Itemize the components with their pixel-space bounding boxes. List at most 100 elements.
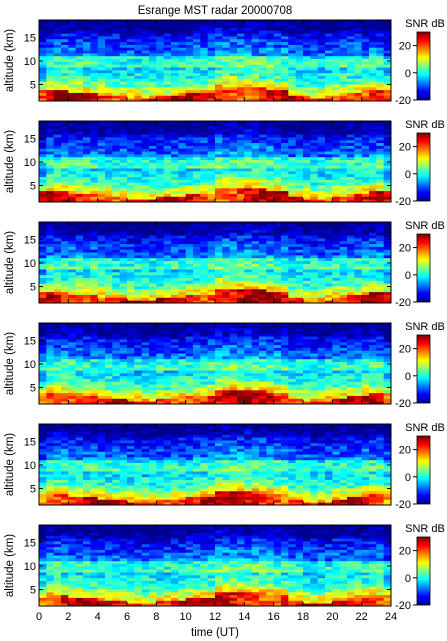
heatmap-cell — [200, 30, 209, 34]
heatmap-cell — [53, 121, 62, 124]
heatmap-cell — [251, 226, 260, 230]
heatmap-cell — [281, 41, 289, 45]
heatmap-cell — [222, 95, 231, 99]
heatmap-cell — [251, 61, 260, 65]
heatmap-cell — [229, 162, 238, 166]
heatmap-cell — [317, 27, 326, 31]
heatmap-cell — [46, 153, 55, 158]
heatmap-cell — [193, 297, 201, 301]
heatmap-cell — [163, 246, 172, 250]
heatmap-cell — [369, 165, 377, 169]
heatmap-cell — [134, 395, 143, 399]
heatmap-cell — [244, 95, 253, 99]
heatmap-cell — [193, 350, 201, 354]
heatmap-cell — [61, 381, 69, 385]
heatmap-cell — [273, 294, 282, 298]
heatmap-cell — [376, 156, 385, 161]
heatmap-cell — [237, 283, 245, 287]
heatmap-cell — [281, 27, 289, 31]
heatmap-cell — [149, 84, 157, 88]
heatmap-cell — [266, 277, 275, 281]
heatmap-cell — [369, 121, 377, 124]
heatmap-cell — [339, 263, 348, 267]
heatmap-cell — [75, 336, 84, 340]
heatmap-cell — [281, 139, 289, 144]
heatmap-cell — [53, 327, 62, 331]
heatmap-cell — [222, 92, 231, 96]
heatmap-cell — [310, 81, 319, 85]
heatmap-cell — [207, 283, 216, 287]
heatmap-cell — [332, 98, 341, 101]
heatmap-cell — [332, 89, 341, 93]
heatmap-cell — [376, 185, 385, 189]
heatmap-cell — [229, 98, 238, 101]
heatmap-cell — [112, 61, 121, 65]
heatmap-cell — [83, 95, 91, 99]
heatmap-cell — [46, 327, 55, 331]
heatmap-cell — [141, 27, 150, 31]
heatmap-cell — [75, 226, 84, 230]
heatmap-cell — [134, 226, 143, 230]
heatmap-cell — [303, 78, 311, 82]
heatmap-cell — [90, 323, 99, 326]
heatmap-cell — [127, 355, 135, 360]
heatmap-cell — [383, 199, 391, 202]
heatmap-cell — [383, 294, 391, 298]
heatmap-cell — [303, 185, 311, 189]
heatmap-cell — [171, 398, 179, 402]
heatmap-cell — [207, 121, 216, 124]
heatmap-cell — [310, 187, 319, 192]
heatmap-cell — [354, 226, 363, 230]
heatmap-cell — [61, 84, 69, 88]
heatmap-cell — [266, 232, 275, 236]
heatmap-cell — [288, 232, 297, 236]
heatmap-cell — [376, 280, 385, 284]
heatmap-cell — [156, 122, 165, 127]
heatmap-cell — [149, 170, 157, 175]
heatmap-cell — [259, 168, 267, 172]
heatmap-cell — [376, 232, 385, 236]
heatmap-cell — [332, 297, 341, 301]
heatmap-cell — [317, 72, 326, 76]
heatmap-cell — [310, 254, 319, 259]
heatmap-cell — [273, 260, 282, 264]
heatmap-cell — [332, 170, 341, 175]
heatmap-cell — [90, 257, 99, 262]
heatmap-cell — [53, 229, 62, 233]
heatmap-cell — [354, 52, 363, 57]
heatmap-cell — [295, 36, 304, 40]
heatmap-cell — [222, 297, 231, 301]
heatmap-cell — [193, 121, 201, 124]
heatmap-cell — [134, 128, 143, 132]
heatmap-cell — [325, 55, 333, 60]
heatmap-cell — [207, 263, 216, 267]
heatmap-cell — [215, 84, 223, 88]
heatmap-cell — [149, 122, 157, 127]
heatmap-cell — [215, 229, 223, 233]
heatmap-cell — [90, 223, 99, 228]
heatmap-cell — [317, 52, 326, 57]
heatmap-cell — [361, 254, 370, 259]
heatmap-cell — [185, 384, 194, 388]
heatmap-cell — [171, 223, 179, 228]
heatmap-cell — [200, 392, 209, 396]
heatmap-cell — [332, 81, 341, 85]
heatmap-cell — [303, 179, 311, 183]
heatmap-cell — [325, 271, 333, 276]
colorbar-tick-label: 20 — [399, 142, 411, 154]
heatmap-cell — [185, 300, 194, 303]
heatmap-cell — [200, 168, 209, 172]
heatmap-cell — [339, 61, 348, 65]
heatmap-cell — [215, 199, 223, 202]
heatmap-cell — [354, 260, 363, 264]
heatmap-cell — [339, 69, 348, 74]
heatmap-cell — [178, 64, 187, 68]
heatmap-cell — [295, 257, 304, 262]
heatmap-cell — [105, 392, 113, 396]
heatmap-cell — [75, 339, 84, 343]
heatmap-cell — [215, 134, 223, 138]
heatmap-cell — [53, 36, 62, 40]
heatmap-cell — [171, 240, 179, 245]
heatmap-cell — [259, 125, 267, 129]
heatmap-cell — [46, 173, 55, 177]
